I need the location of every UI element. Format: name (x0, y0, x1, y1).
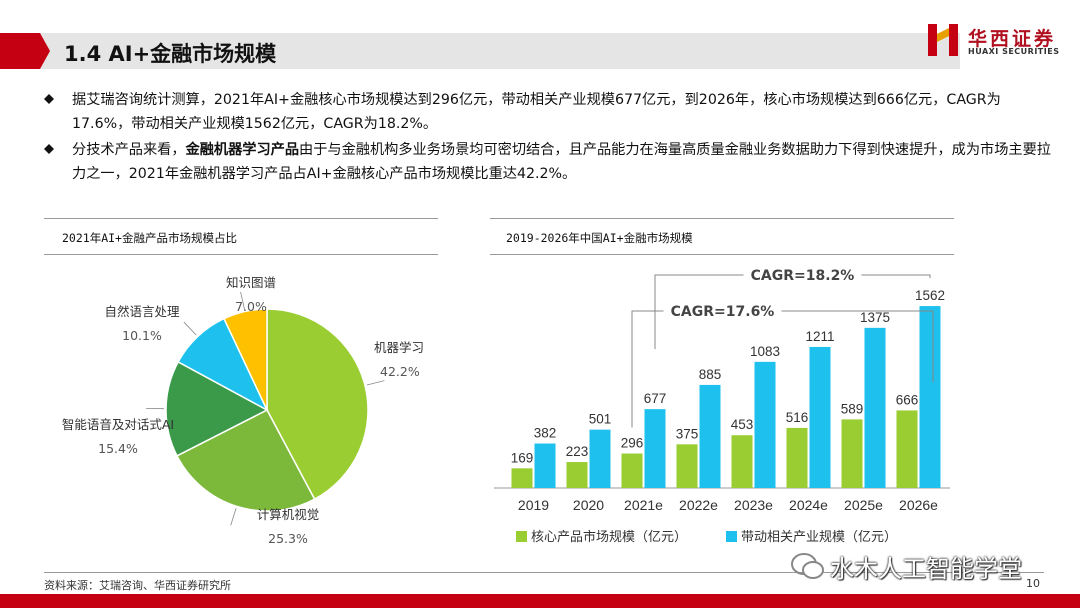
bar (511, 468, 533, 488)
bullet-list: 据艾瑞咨询统计测算，2021年AI+金融核心市场规模达到296亿元，带动相关产业… (44, 88, 1054, 188)
pie-slice-value: 10.1% (122, 328, 162, 343)
footer-rule (44, 572, 1044, 573)
pie-slice-label: 智能语音及对话式AI (62, 417, 174, 432)
logo-text-cn: 华西证券 (968, 28, 1057, 50)
bar (841, 419, 863, 488)
x-tick-label: 2024e (789, 497, 828, 513)
bar (754, 361, 776, 488)
bullet-text-post: 由于与金融机构多业务场景均可密切结合，且产品能力在海量高质量金融业务数据助力下得… (72, 142, 1051, 182)
bar (621, 453, 643, 488)
bar-value-label: 1562 (915, 288, 945, 303)
pie-slice-label: 自然语言处理 (104, 304, 180, 319)
legend-swatch (516, 531, 527, 542)
bar (786, 427, 808, 488)
cagr-bracket (631, 310, 934, 428)
page-number: 10 (1026, 577, 1040, 590)
pie-leader-line (366, 380, 385, 386)
cagr-bracket (654, 274, 931, 350)
logo-mark-icon (928, 24, 958, 56)
pie-slice (175, 408, 316, 512)
watermark: 水木人工智能学堂 (790, 545, 1060, 585)
title-accent-shape (0, 33, 50, 69)
x-tick-label: 2020 (573, 497, 604, 513)
x-tick-label: 2023e (734, 497, 773, 513)
bar-value-label: 382 (534, 426, 557, 441)
company-logo: 华西证券 HUAXI SECURITIES (928, 22, 1068, 62)
watermark-text: 水木人工智能学堂 (830, 555, 1022, 583)
bottom-accent-bar (0, 594, 1080, 608)
bullet-text: 据艾瑞咨询统计测算，2021年AI+金融核心市场规模达到296亿元，带动相关产业… (72, 92, 1001, 132)
title-bar (0, 33, 960, 69)
pie-panel-title-rule (44, 254, 438, 255)
bar-value-label: 169 (511, 450, 534, 465)
bar-panel-title-rule (490, 254, 954, 255)
bar-value-label: 666 (896, 392, 919, 407)
x-tick-label: 2021e (624, 497, 663, 513)
cagr-label: CAGR=18.2% (751, 268, 855, 284)
bullet-item: 据艾瑞咨询统计测算，2021年AI+金融核心市场规模达到296亿元，带动相关产业… (44, 88, 1054, 136)
bar-value-label: 296 (621, 436, 644, 451)
source-note: 资料来源：艾瑞咨询、华西证券研究所 (44, 579, 231, 592)
bar-value-label: 501 (589, 412, 612, 427)
bar-value-label: 1375 (860, 310, 890, 325)
bar (896, 410, 918, 488)
pie-leader-line (230, 508, 237, 526)
pie-slice (165, 360, 269, 457)
bar-value-label: 453 (731, 417, 754, 432)
bar-value-label: 1211 (805, 329, 834, 344)
legend-label: 核心产品市场规模（亿元） (531, 529, 687, 545)
bar (864, 327, 886, 488)
bar-panel-top-rule (490, 218, 954, 219)
bar-value-label: 223 (566, 444, 589, 459)
pie-slice-label: 计算机视觉 (257, 507, 320, 522)
bar (699, 384, 721, 488)
bar (919, 306, 941, 488)
pie-slice-value: 7.0% (235, 299, 267, 314)
pie-slice-value: 25.3% (268, 531, 308, 546)
bullet-item: 分技术产品来看，金融机器学习产品由于与金融机构多业务场景均可密切结合，且产品能力… (44, 138, 1054, 186)
pie-slice-label: 机器学习 (374, 340, 424, 355)
pie-slice-value: 42.2% (380, 364, 420, 379)
bar-value-label: 375 (676, 426, 699, 441)
diamond-bullet-icon (44, 144, 54, 154)
legend-swatch (726, 531, 737, 542)
bar (589, 429, 611, 488)
pie-slice (222, 308, 268, 411)
bar-chart-title: 2019-2026年中国AI+金融市场规模 (506, 231, 693, 245)
bar (676, 444, 698, 488)
pie-leader-line (183, 321, 197, 336)
pie-panel-top-rule (44, 218, 438, 219)
wechat-icon (791, 553, 824, 579)
pie-leader-line (240, 291, 245, 310)
cagr-label: CAGR=17.6% (671, 304, 775, 320)
x-tick-label: 2022e (679, 497, 718, 513)
legend-label: 带动相关产业规模（亿元） (741, 530, 897, 545)
x-tick-label: 2025e (844, 497, 883, 513)
bar-value-label: 1083 (750, 344, 780, 359)
x-tick-label: 2019 (518, 497, 549, 513)
bar-value-label: 885 (699, 367, 722, 382)
bar-value-label: 516 (786, 410, 809, 425)
pie-slice (266, 308, 369, 501)
bullet-text-pre: 分技术产品来看， (72, 142, 186, 158)
pie-slice-label: 知识图谱 (226, 275, 276, 290)
pie-slice-value: 15.4% (98, 441, 138, 456)
pie-chart-title: 2021年AI+金融产品市场规模占比 (62, 231, 237, 245)
bar (534, 443, 556, 488)
bar-value-label: 589 (841, 401, 864, 416)
bar (566, 462, 588, 488)
bar (809, 346, 831, 488)
x-tick-label: 2026e (899, 497, 938, 513)
diamond-bullet-icon (44, 94, 54, 104)
bar (644, 409, 666, 488)
page-title: 1.4 AI+金融市场规模 (64, 42, 277, 66)
logo-text-en: HUAXI SECURITIES (968, 47, 1060, 56)
bar-value-label: 677 (644, 391, 667, 406)
bullet-text-bold: 金融机器学习产品 (185, 142, 300, 158)
bar (731, 435, 753, 488)
